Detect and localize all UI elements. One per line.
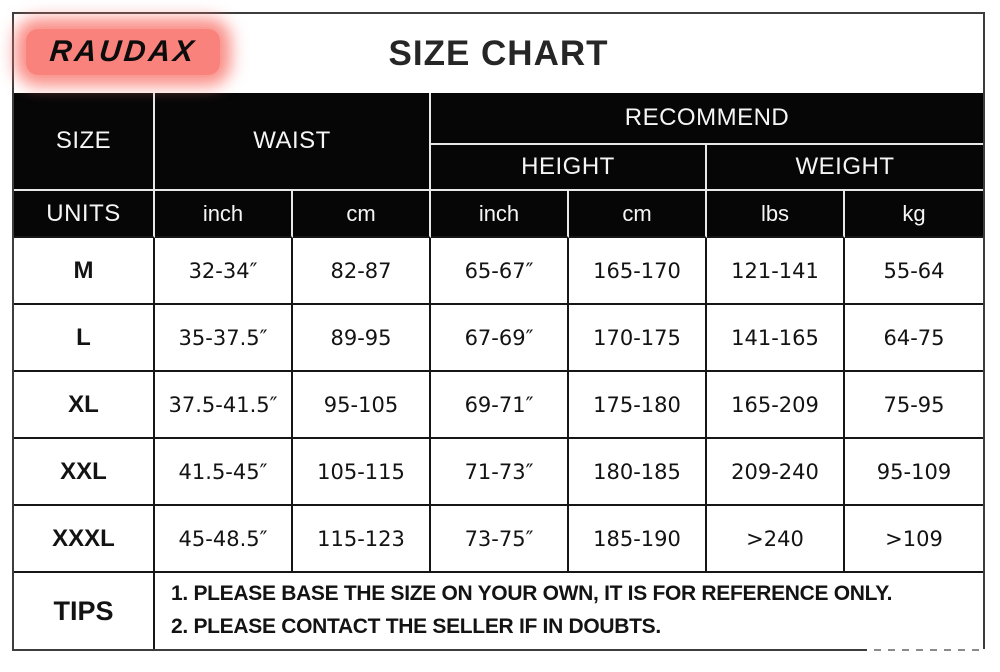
height-inch-value: 65-67″ xyxy=(431,238,569,305)
table-row-xxl: XXL 41.5-45″ 105-115 71-73″ 180-185 209-… xyxy=(14,439,983,506)
waist-inch-value: 37.5-41.5″ xyxy=(155,372,293,439)
size-table: SIZE WAIST RECOMMEND HEIGHT WEIGHT UNITS… xyxy=(14,93,983,649)
weight-kg-value: >109 xyxy=(845,506,983,573)
header-row-units: UNITS inch cm inch cm lbs kg xyxy=(14,191,983,238)
brand-logo: RAUDAX xyxy=(26,29,221,75)
brand-logo-text: RAUDAX xyxy=(48,35,199,68)
tip-line-1: 1. PLEASE BASE THE SIZE ON YOUR OWN, IT … xyxy=(171,582,893,606)
col-header-waist: WAIST xyxy=(155,93,431,191)
weight-lbs-value: 141-165 xyxy=(707,305,845,372)
unit-height-inch: inch xyxy=(431,191,569,238)
size-chart-infographic: RAUDAX SIZE CHART SIZE WAIST RECOMMEND H… xyxy=(12,12,985,651)
waist-cm-value: 89-95 xyxy=(293,305,431,372)
waist-inch-value: 32-34″ xyxy=(155,238,293,305)
size-label: XXL xyxy=(14,439,155,506)
height-inch-value: 69-71″ xyxy=(431,372,569,439)
height-cm-value: 170-175 xyxy=(569,305,707,372)
table-row-xxxl: XXXL 45-48.5″ 115-123 73-75″ 185-190 >24… xyxy=(14,506,983,573)
height-inch-value: 71-73″ xyxy=(431,439,569,506)
size-label: M xyxy=(14,238,155,305)
weight-lbs-value: 209-240 xyxy=(707,439,845,506)
weight-lbs-value: >240 xyxy=(707,506,845,573)
unit-weight-lbs: lbs xyxy=(707,191,845,238)
col-header-recommend: RECOMMEND xyxy=(431,93,983,145)
table-row-xl: XL 37.5-41.5″ 95-105 69-71″ 175-180 165-… xyxy=(14,372,983,439)
tips-text: 1. PLEASE BASE THE SIZE ON YOUR OWN, IT … xyxy=(155,573,983,649)
weight-kg-value: 55-64 xyxy=(845,238,983,305)
weight-lbs-value: 165-209 xyxy=(707,372,845,439)
weight-lbs-value: 121-141 xyxy=(707,238,845,305)
size-label: XL xyxy=(14,372,155,439)
unit-waist-cm: cm xyxy=(293,191,431,238)
col-header-weight: WEIGHT xyxy=(707,145,983,191)
height-cm-value: 185-190 xyxy=(569,506,707,573)
weight-kg-value: 75-95 xyxy=(845,372,983,439)
waist-cm-value: 82-87 xyxy=(293,238,431,305)
unit-height-cm: cm xyxy=(569,191,707,238)
waist-cm-value: 115-123 xyxy=(293,506,431,573)
weight-kg-value: 95-109 xyxy=(845,439,983,506)
height-cm-value: 180-185 xyxy=(569,439,707,506)
waist-inch-value: 35-37.5″ xyxy=(155,305,293,372)
height-inch-value: 67-69″ xyxy=(431,305,569,372)
col-header-height: HEIGHT xyxy=(431,145,707,191)
waist-cm-value: 95-105 xyxy=(293,372,431,439)
table-row-m: M 32-34″ 82-87 65-67″ 165-170 121-141 55… xyxy=(14,238,983,305)
tips-label: TIPS xyxy=(14,573,155,649)
header-row-groups: SIZE WAIST RECOMMEND xyxy=(14,93,983,191)
table-row-l: L 35-37.5″ 89-95 67-69″ 170-175 141-165 … xyxy=(14,305,983,372)
tip-line-2: 2. PLEASE CONTACT THE SELLER IF IN DOUBT… xyxy=(171,615,661,638)
waist-inch-value: 45-48.5″ xyxy=(155,506,293,573)
unit-waist-inch: inch xyxy=(155,191,293,238)
unit-weight-kg: kg xyxy=(845,191,983,238)
height-inch-value: 73-75″ xyxy=(431,506,569,573)
col-header-size: SIZE xyxy=(14,93,155,191)
units-label: UNITS xyxy=(14,191,155,238)
height-cm-value: 175-180 xyxy=(569,372,707,439)
weight-kg-value: 64-75 xyxy=(845,305,983,372)
size-label: L xyxy=(14,305,155,372)
page-title: SIZE CHART xyxy=(388,33,609,73)
header-row-height-weight: HEIGHT WEIGHT xyxy=(14,145,983,191)
tips-row: TIPS 1. PLEASE BASE THE SIZE ON YOUR OWN… xyxy=(14,573,983,649)
size-label: XXXL xyxy=(14,506,155,573)
waist-cm-value: 105-115 xyxy=(293,439,431,506)
waist-inch-value: 41.5-45″ xyxy=(155,439,293,506)
height-cm-value: 165-170 xyxy=(569,238,707,305)
header-band: RAUDAX SIZE CHART xyxy=(14,14,983,93)
